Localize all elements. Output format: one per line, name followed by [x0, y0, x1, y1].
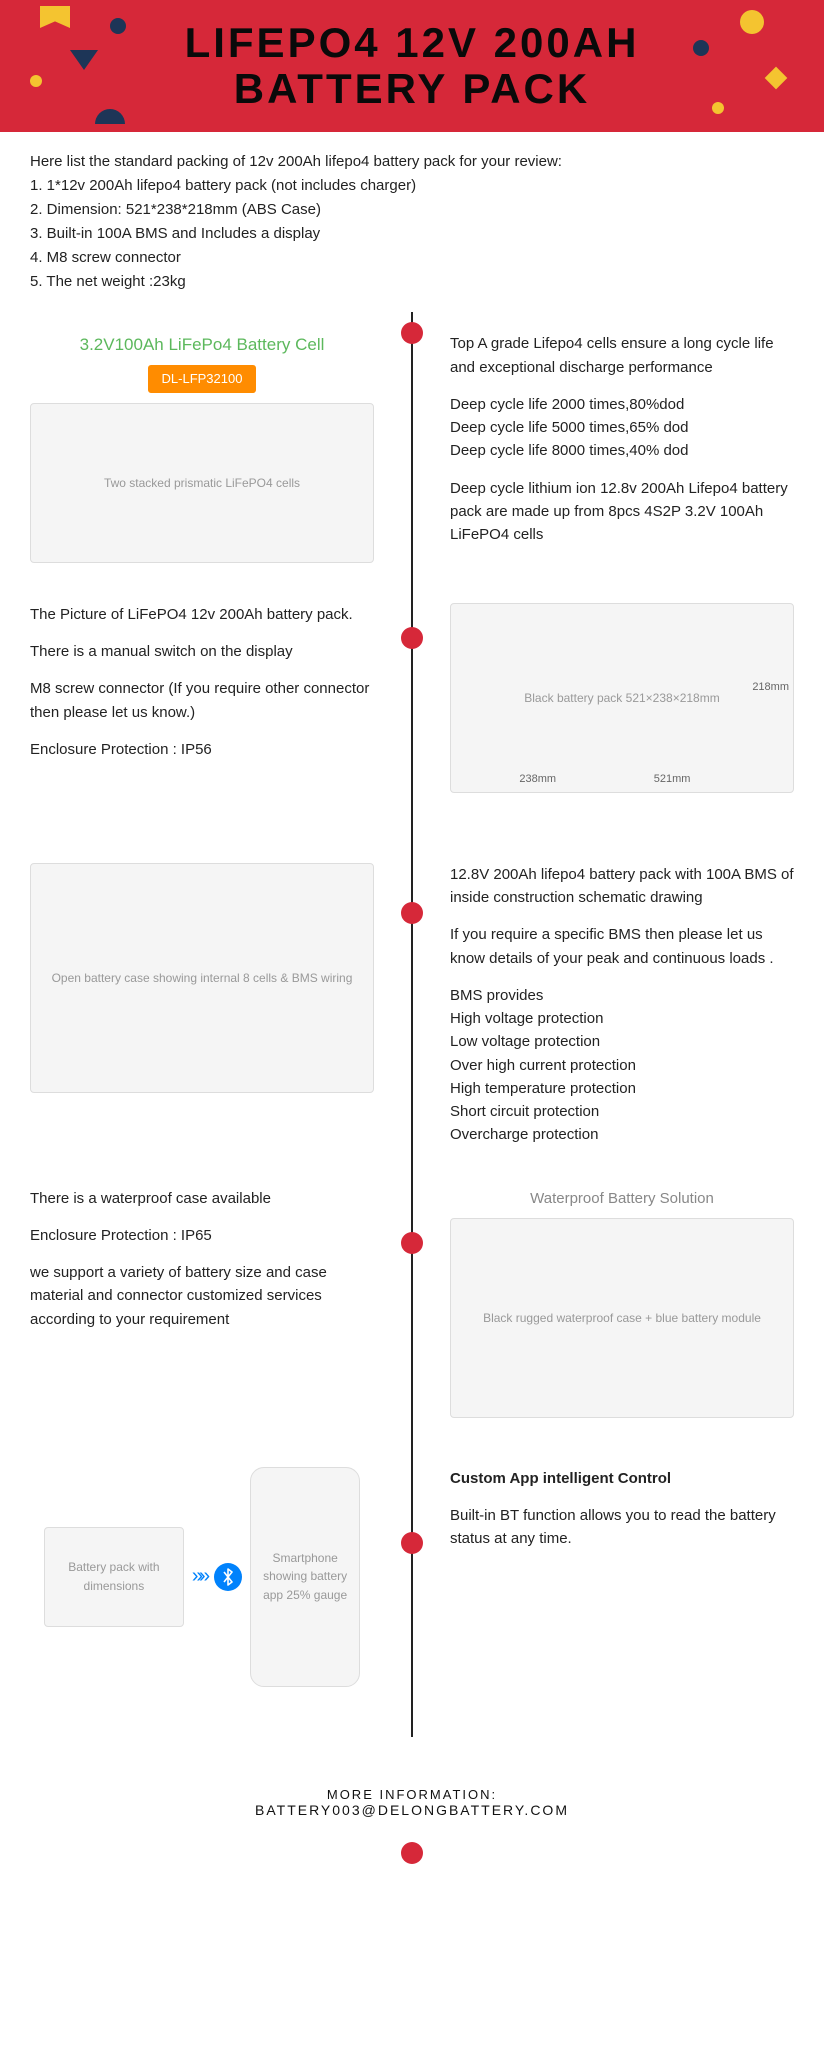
arrows-icon: »» [192, 1561, 206, 1592]
bms-item: Overcharge protection [450, 1123, 794, 1146]
section-waterproof: There is a waterproof case available Enc… [30, 1167, 794, 1447]
intro-item: 1. 1*12v 200Ah lifepo4 battery pack (not… [30, 174, 794, 198]
deco-triangle [70, 50, 98, 70]
footer: MORE INFORMATION: BATTERY003@DELONGBATTE… [0, 1777, 824, 1848]
intro-item: 2. Dimension: 521*238*218mm (ABS Case) [30, 198, 794, 222]
timeline-dot [401, 1232, 423, 1254]
bms-item: Short circuit protection [450, 1100, 794, 1123]
bms-item: Over high current protection [450, 1054, 794, 1077]
wp-case: There is a waterproof case available [30, 1187, 374, 1210]
waterproof-image: Black rugged waterproof case + blue batt… [450, 1218, 794, 1418]
deco-dot [712, 102, 724, 114]
bluetooth-icon [214, 1563, 242, 1591]
bms-item: High temperature protection [450, 1077, 794, 1100]
cells-desc: Top A grade Lifepo4 cells ensure a long … [450, 332, 794, 379]
section-app: Battery pack with dimensions »» Smartpho… [30, 1447, 794, 1737]
footer-label: MORE INFORMATION: [0, 1787, 824, 1802]
deco-dot [30, 75, 42, 87]
app-title: Custom App intelligent Control [450, 1467, 794, 1490]
cycle-life: Deep cycle life 5000 times,65% dod [450, 416, 794, 439]
intro-item: 4. M8 screw connector [30, 246, 794, 270]
intro-item: 3. Built-in 100A BMS and Includes a disp… [30, 222, 794, 246]
cells-image: Two stacked prismatic LiFePO4 cells [30, 403, 374, 563]
section-cells: 3.2V100Ah LiFePo4 Battery Cell DL-LFP321… [30, 312, 794, 582]
intro-lead: Here list the standard packing of 12v 20… [30, 150, 794, 174]
timeline: 3.2V100Ah LiFePo4 Battery Cell DL-LFP321… [0, 312, 824, 1776]
pack-connector: M8 screw connector (If you require other… [30, 677, 374, 724]
cycle-life: Deep cycle life 8000 times,40% dod [450, 439, 794, 462]
app-battery-image: Battery pack with dimensions [44, 1527, 184, 1627]
pack-caption: The Picture of LiFePO4 12v 200Ah battery… [30, 603, 374, 626]
cell-model-badge: DL-LFP32100 [148, 365, 257, 393]
cell-title: 3.2V100Ah LiFePo4 Battery Cell [30, 332, 374, 358]
page-title: LIFEPO4 12V 200AH BATTERY PACK [20, 20, 804, 112]
pack-ip: Enclosure Protection : IP56 [30, 738, 374, 761]
dim-d: 238mm [519, 771, 556, 788]
dim-w: 521mm [654, 771, 691, 788]
timeline-dot [401, 1532, 423, 1554]
section-pack: The Picture of LiFePO4 12v 200Ah battery… [30, 583, 794, 843]
bms-note: If you require a specific BMS then pleas… [450, 923, 794, 970]
header-banner: LIFEPO4 12V 200AH BATTERY PACK [0, 0, 824, 132]
deco-dot [110, 18, 126, 34]
dim-h: 218mm [752, 679, 789, 696]
intro-block: Here list the standard packing of 12v 20… [0, 132, 824, 312]
wp-custom: we support a variety of battery size and… [30, 1261, 374, 1331]
deco-dot [740, 10, 764, 34]
pack-switch: There is a manual switch on the display [30, 640, 374, 663]
bms-desc: 12.8V 200Ah lifepo4 battery pack with 10… [450, 863, 794, 910]
timeline-dot [401, 1842, 423, 1864]
intro-item: 5. The net weight :23kg [30, 270, 794, 294]
bms-item: High voltage protection [450, 1007, 794, 1030]
app-desc: Built-in BT function allows you to read … [450, 1504, 794, 1551]
deco-dot [693, 40, 709, 56]
app-phone-image: Smartphone showing battery app 25% gauge [250, 1467, 360, 1687]
timeline-dot [401, 322, 423, 344]
pack-image: Black battery pack 521×238×218mm 218mm 5… [450, 603, 794, 793]
bms-item: Low voltage protection [450, 1030, 794, 1053]
footer-email: BATTERY003@DELONGBATTERY.COM [0, 1802, 824, 1818]
internal-image: Open battery case showing internal 8 cel… [30, 863, 374, 1093]
timeline-dot [401, 627, 423, 649]
bms-lead: BMS provides [450, 984, 794, 1007]
wp-title: Waterproof Battery Solution [450, 1187, 794, 1210]
section-bms: Open battery case showing internal 8 cel… [30, 843, 794, 1167]
cycle-life: Deep cycle life 2000 times,80%dod [450, 393, 794, 416]
wp-ip: Enclosure Protection : IP65 [30, 1224, 374, 1247]
cells-config: Deep cycle lithium ion 12.8v 200Ah Lifep… [450, 477, 794, 547]
timeline-dot [401, 902, 423, 924]
